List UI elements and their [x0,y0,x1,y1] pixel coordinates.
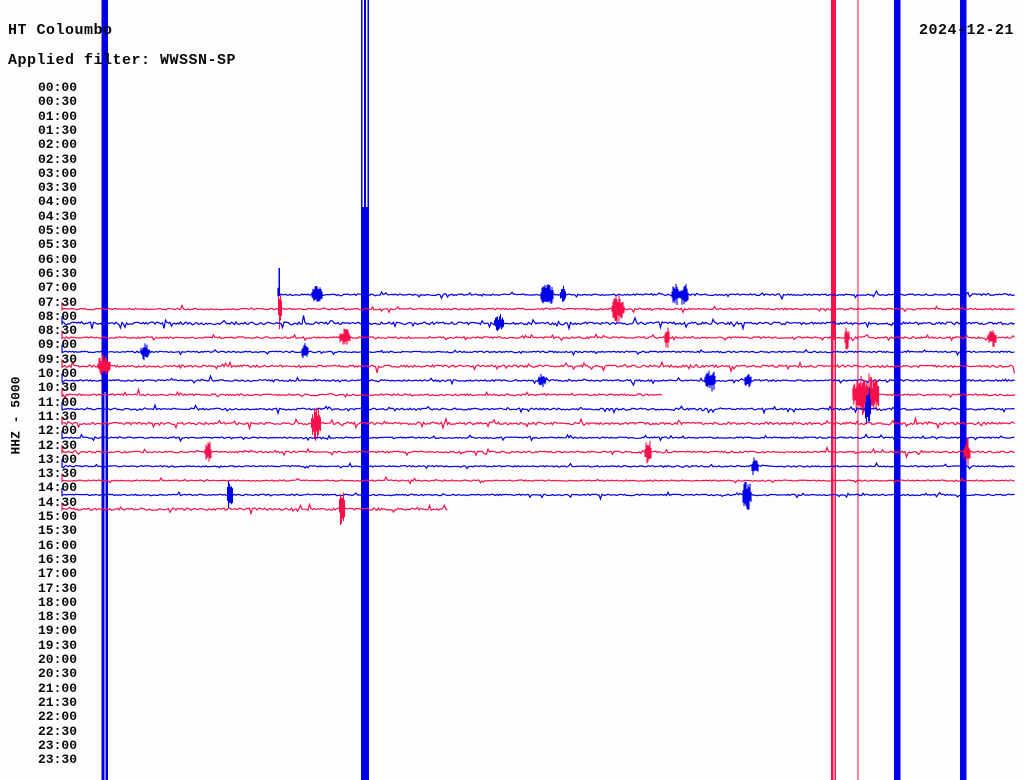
seismo-event-burst-1300 [751,457,759,475]
seismo-event-burst-1100 [864,388,872,425]
clipped-event-bar [960,0,967,780]
time-label: 15:00 [37,509,77,524]
time-label: 17:30 [37,580,77,596]
time-label: 10:00 [37,366,77,381]
seismo-event-burst-0900 [140,343,309,361]
seismo-trace-1130 [61,416,1015,431]
time-label: 07:30 [37,294,77,310]
time-label: 18:00 [37,594,77,610]
seismo-trace-1000 [61,373,1015,387]
time-label: 10:30 [37,380,77,396]
time-label: 13:00 [37,451,77,467]
seismo-trace-0700 [277,287,1015,301]
seismo-trace-0800 [61,315,1015,331]
time-label: 01:30 [37,122,77,138]
time-label: 13:30 [37,466,77,482]
time-label: 03:00 [37,165,77,181]
time-label: 14:00 [37,480,77,496]
time-label: 08:00 [37,308,77,324]
time-label: 05:30 [37,237,77,253]
seismo-event-burst-1400 [226,480,752,510]
time-label: 23:00 [37,737,77,753]
time-label: 22:00 [37,709,77,725]
seismo-event-burst-1230 [204,438,971,465]
time-label: 08:30 [37,323,77,339]
time-label: 05:00 [37,223,77,238]
seismo-trace-0830 [61,330,1015,342]
time-label: 16:30 [37,551,77,567]
seismo-event-burst-0700 [311,283,689,305]
time-label: 20:30 [37,666,77,682]
seismo-trace-1400 [61,487,1015,501]
time-label: 23:30 [37,752,77,768]
seismo-event-burst-0930 [97,355,111,376]
seismo-trace-1430 [61,502,448,516]
time-label: 16:00 [37,537,77,553]
time-label: 17:00 [37,566,77,582]
seismo-event-burst-1130 [310,407,322,441]
seismo-event-burst-0830 [339,327,997,350]
seismo-event-burst-0800 [493,314,505,332]
time-label: 02:00 [37,137,77,153]
time-label: 09:00 [37,337,77,353]
clipped-event-bar [362,0,365,207]
seismo-trace-1030 [61,387,1016,400]
seismo-event-burst-1000 [538,370,752,392]
applied-filter-label: Applied filter: WWSSN-SP [8,52,237,69]
time-label: 19:00 [37,623,77,639]
clipped-event-bar [365,0,368,207]
time-label: 12:00 [37,423,77,439]
time-label: 21:00 [37,680,77,696]
clipped-event-bar [278,268,280,296]
station-title: HT Coloumbo [8,22,113,39]
time-label: 01:00 [37,108,77,124]
time-label: 21:30 [37,694,77,710]
seismo-trace-1300 [61,459,1015,470]
time-label: 18:30 [37,609,77,625]
clipped-event-bar [104,392,106,780]
seismo-trace-0900 [61,344,1015,357]
clipped-event-bar [361,0,369,780]
time-label: 00:30 [37,94,77,110]
date-label: 2024-12-21 [918,22,1014,39]
time-axis: 00:00 00:30 01:00 01:30 02:00 02:30 03:00 03:30… [0,0,77,780]
seismo-trace-0730 [61,302,1015,315]
time-label: 09:30 [37,351,77,367]
time-label: 04:30 [37,208,77,224]
time-label: 07:00 [37,280,77,296]
time-label: 14:30 [37,494,77,510]
time-label: 15:30 [37,523,77,539]
time-label: 06:30 [37,265,77,281]
seismo-trace-1330 [61,473,1015,485]
time-label: 00:00 [37,80,77,95]
time-label: 20:00 [37,652,77,667]
clipped-event-bar [833,340,835,780]
time-label: 02:30 [37,151,77,167]
seismo-event-burst-0730 [277,295,625,330]
time-label: 11:30 [37,408,77,424]
seismo-event-burst-1430 [338,492,346,526]
seismo-trace-1230 [61,445,1015,459]
seismo-trace-1100 [61,402,1015,416]
time-label: 22:30 [37,723,77,739]
seismo-trace-1200 [61,430,1015,443]
time-label: 19:30 [37,637,77,653]
time-label: 03:30 [37,180,77,196]
clipped-event-bar [894,0,901,780]
time-label: 04:00 [37,194,77,210]
seismo-trace-0930 [61,359,1016,374]
time-label: 06:00 [37,251,77,267]
time-label: 11:00 [37,394,77,410]
clipped-event-bar [101,0,108,780]
time-label: 12:30 [37,437,77,453]
